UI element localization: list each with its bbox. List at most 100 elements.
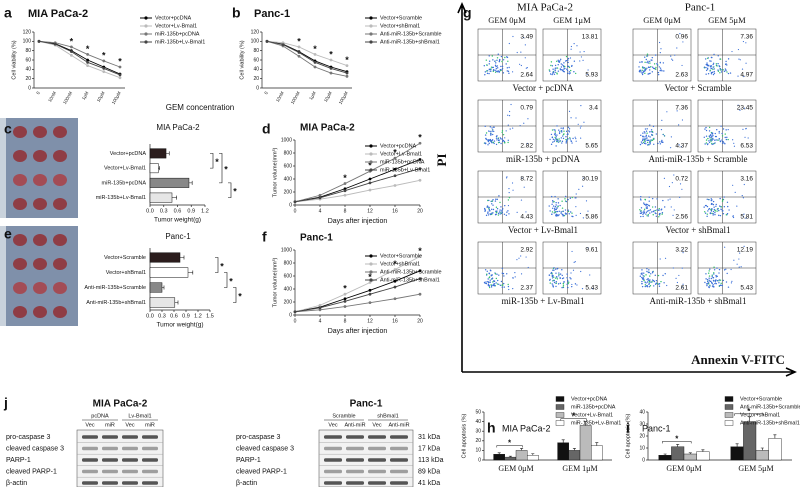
point <box>318 196 322 200</box>
legend-swatch <box>555 396 565 402</box>
point <box>37 39 41 43</box>
event-dot <box>495 206 498 208</box>
category-label: Anti-miR-135b+Scramble <box>84 285 146 291</box>
event-dot <box>651 211 653 213</box>
event-dot <box>501 286 503 288</box>
photo-ruler <box>0 118 6 218</box>
event-dot <box>729 72 732 74</box>
x-tick-label: GEM 1μM <box>562 464 597 473</box>
event-dot <box>559 58 562 61</box>
lane-label: Vec <box>372 422 381 428</box>
event-dot <box>575 140 577 142</box>
lane-label: Vec <box>85 422 94 428</box>
event-dot <box>491 208 493 211</box>
event-dot <box>491 277 494 279</box>
quadrant-value: 5.43 <box>585 285 598 292</box>
event-dot <box>711 135 713 138</box>
event-dot <box>507 139 509 141</box>
error-bar <box>531 453 535 456</box>
event-dot <box>641 61 643 63</box>
event-dot <box>658 66 660 68</box>
event-dot <box>516 51 518 54</box>
event-dot <box>724 133 726 135</box>
event-dot <box>661 212 664 214</box>
category-label: miR-135b+Lv-Bmal1 <box>96 195 146 201</box>
event-dot <box>497 214 500 216</box>
event-dot <box>725 281 728 283</box>
event-dot <box>551 283 553 285</box>
y-axis-label: Tumor volume(mm³) <box>272 148 278 198</box>
significance: * <box>233 187 237 197</box>
point <box>118 76 122 80</box>
event-dot <box>526 142 528 145</box>
event-dot <box>705 273 707 275</box>
event-dot <box>488 285 491 287</box>
event-dot <box>642 215 644 218</box>
x-tick-label: 100nM <box>62 90 73 105</box>
event-dot <box>571 250 573 253</box>
event-dot <box>492 59 494 61</box>
event-dot <box>740 266 742 268</box>
event-dot <box>647 60 649 63</box>
event-dot <box>550 61 553 63</box>
event-dot <box>638 66 640 68</box>
event-dot <box>549 70 551 72</box>
band <box>142 435 158 439</box>
legend-label: Vector+pcDNA <box>155 15 192 21</box>
event-dot <box>706 205 709 208</box>
protein-label: cleaved PARP-1 <box>236 468 287 475</box>
event-dot <box>493 283 495 285</box>
event-dot <box>563 62 565 64</box>
event-dot <box>710 73 713 75</box>
lane-label: miR <box>145 422 155 428</box>
event-dot <box>554 206 557 208</box>
event-dot <box>518 257 520 259</box>
event-dot <box>711 282 713 285</box>
event-dot <box>703 136 705 138</box>
event-dot <box>561 64 564 66</box>
x-axis-label: Tumor weight(g) <box>154 217 201 224</box>
point <box>313 60 317 64</box>
category-label: Vector+Lv-Bmal1 <box>104 166 146 172</box>
event-dot <box>725 268 727 270</box>
significance: * <box>238 291 242 301</box>
event-dot <box>527 266 529 269</box>
point <box>318 303 322 307</box>
event-dot <box>555 67 557 69</box>
bar <box>579 425 592 461</box>
event-dot <box>643 138 645 140</box>
event-dot <box>725 63 727 65</box>
significance: * <box>313 44 317 54</box>
y-tick-label: 100 <box>251 39 260 45</box>
event-dot <box>554 195 556 198</box>
event-dot <box>650 281 652 283</box>
legend-swatch <box>724 420 734 426</box>
band <box>82 435 98 439</box>
event-dot <box>644 199 647 201</box>
event-dot <box>525 211 527 213</box>
event-dot <box>719 58 722 60</box>
significance: * <box>297 36 301 46</box>
event-dot <box>514 272 516 274</box>
event-dot <box>648 286 651 288</box>
event-dot <box>649 131 651 133</box>
event-dot <box>553 279 555 282</box>
flow-caption: Vector + shBmal1 <box>665 225 730 235</box>
legend-label: miR-135b+Lv-Bmal1 <box>155 39 205 45</box>
event-dot <box>669 147 672 149</box>
event-dot <box>708 270 710 272</box>
event-dot <box>503 286 505 288</box>
significance: * <box>418 133 422 143</box>
panel-letter: a <box>4 5 12 21</box>
event-dot <box>501 65 504 67</box>
point <box>418 277 422 280</box>
event-dot <box>709 134 712 136</box>
band <box>122 435 138 439</box>
event-dot <box>520 273 523 275</box>
event-dot <box>743 107 746 109</box>
y-tick-label: 80 <box>253 48 259 54</box>
event-dot <box>577 123 579 125</box>
legend-marker <box>369 40 373 44</box>
event-dot <box>641 285 644 288</box>
event-dot <box>504 204 506 207</box>
